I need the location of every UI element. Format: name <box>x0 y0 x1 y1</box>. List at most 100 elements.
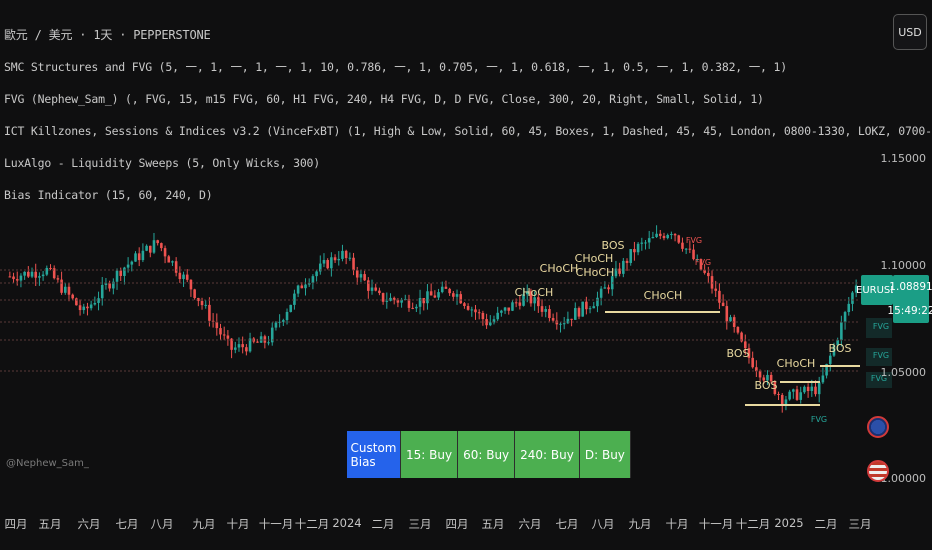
time-axis-label: 三月 <box>408 517 432 531</box>
candle-body <box>27 271 30 277</box>
candle-body <box>651 236 655 239</box>
candle-body <box>348 257 352 259</box>
candle-body <box>440 286 444 293</box>
candle-body <box>367 280 370 291</box>
candle-body <box>544 309 548 312</box>
candle-body <box>100 284 104 299</box>
bias-cell-60: 60: Buy <box>458 431 516 478</box>
candle-body <box>52 268 56 279</box>
candle-body <box>60 279 63 293</box>
fvg-label: FVG <box>811 415 827 424</box>
candle-body <box>828 355 832 364</box>
candle-body <box>640 242 644 244</box>
candle-body <box>847 303 851 313</box>
candle-body <box>470 309 474 311</box>
candle-body <box>548 309 551 319</box>
candle-body <box>725 306 729 322</box>
candle-body <box>333 257 337 261</box>
candle-body <box>854 285 858 293</box>
candle-body <box>695 259 699 261</box>
candle-body <box>219 328 222 335</box>
candle-body <box>803 386 806 393</box>
fvg-label: FVG <box>686 236 702 245</box>
structure-label: CHoCH <box>576 266 615 279</box>
candle-body <box>658 233 662 236</box>
candle-body <box>407 298 411 308</box>
candle-body <box>426 291 429 304</box>
candle-body <box>293 293 296 305</box>
candle-body <box>622 260 625 274</box>
indicator-bias[interactable]: Bias Indicator (15, 60, 240, D) <box>4 188 213 202</box>
time-axis-label: 四月 <box>4 517 28 531</box>
time-axis-label: 八月 <box>150 517 174 531</box>
indicator-fvg[interactable]: FVG (Nephew_Sam_) (, FVG, 15, m15 FVG, 6… <box>4 92 764 106</box>
indicator-smc[interactable]: SMC Structures and FVG (5, 一, 1, 一, 1, 一… <box>4 60 787 74</box>
candle-body <box>222 334 226 336</box>
candle-body <box>692 249 695 260</box>
candle-body <box>488 322 492 326</box>
candle-body <box>23 271 26 276</box>
fvg-label: FVG <box>695 258 711 267</box>
eu-flag-icon[interactable] <box>867 416 889 438</box>
candle-body <box>182 274 185 280</box>
bias-title-cell: Custom Bias <box>347 431 401 478</box>
candle-body <box>19 275 23 281</box>
candle-body <box>736 326 740 333</box>
candle-body <box>204 304 208 306</box>
candle-body <box>211 320 215 322</box>
candle-body <box>141 250 145 261</box>
candle-body <box>341 250 344 259</box>
us-flag-icon[interactable] <box>867 460 889 482</box>
candle-body <box>56 278 60 280</box>
candle-body <box>681 242 684 249</box>
indicator-killzones[interactable]: ICT Killzones, Sessions & Indices v3.2 (… <box>4 124 932 138</box>
candle-body <box>185 274 189 280</box>
author-watermark: @Nephew_Sam_ <box>6 458 89 469</box>
candle-body <box>448 288 451 294</box>
candle-body <box>500 310 503 313</box>
structure-label: CHoCH <box>515 286 554 299</box>
currency-button[interactable]: USD <box>893 14 927 50</box>
candle-body <box>840 322 843 341</box>
candle-body <box>226 335 230 339</box>
candle-body <box>566 318 570 324</box>
bar-countdown: 15:49:22 <box>887 305 932 317</box>
candle-body <box>322 260 326 264</box>
candle-body <box>352 257 355 271</box>
time-axis-label: 2025 <box>774 516 804 530</box>
candle-body <box>193 289 196 299</box>
candle-body <box>821 375 825 383</box>
candle-body <box>137 253 141 261</box>
fvg-box <box>866 372 892 388</box>
candle-body <box>355 270 359 278</box>
candle-body <box>418 298 422 307</box>
candle-body <box>644 242 647 244</box>
time-axis-label: 五月 <box>481 517 505 531</box>
candle-body <box>156 240 159 244</box>
candle-body <box>71 294 74 299</box>
time-axis-label: 六月 <box>518 517 542 531</box>
candle-body <box>618 268 621 274</box>
candle-body <box>825 363 828 376</box>
candle-body <box>304 284 307 289</box>
time-axis-label: 二月 <box>371 517 395 531</box>
candle-body <box>529 291 533 304</box>
time-axis-label: 二月 <box>814 517 838 531</box>
candle-body <box>814 386 817 395</box>
structure-label: BOS <box>602 239 625 252</box>
time-axis-label: 八月 <box>591 517 615 531</box>
indicator-liquidity-sweeps[interactable]: LuxAlgo - Liquidity Sweeps (5, Only Wick… <box>4 156 321 170</box>
candle-body <box>285 311 289 321</box>
candle-body <box>82 306 86 311</box>
time-axis-label: 十一月 <box>258 517 294 531</box>
candle-body <box>559 323 562 325</box>
time-axis-label: 七月 <box>555 517 579 531</box>
candle-body <box>740 332 743 342</box>
candle-body <box>233 347 237 350</box>
candle-body <box>655 233 658 237</box>
candle-body <box>636 243 640 253</box>
candle-body <box>466 305 470 310</box>
candle-body <box>817 382 821 395</box>
